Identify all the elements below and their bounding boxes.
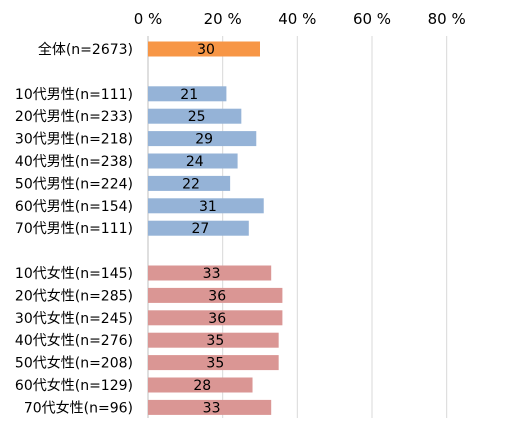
category-label: 60代女性(n=129) — [15, 377, 133, 394]
data-label: 25 — [188, 109, 206, 125]
category-label: 10代女性(n=145) — [15, 265, 133, 282]
x-tick-label: 0 % — [134, 10, 163, 28]
data-label: 35 — [206, 333, 224, 349]
bar-female — [148, 332, 279, 348]
bar-female — [148, 355, 279, 371]
bar-male — [148, 175, 231, 191]
bar-female — [148, 265, 272, 281]
bar-female — [148, 287, 283, 303]
bar-female — [148, 310, 283, 326]
category-label: 30代男性(n=218) — [15, 132, 133, 148]
data-label: 36 — [208, 311, 226, 327]
x-tick-label: 60 % — [353, 10, 391, 28]
data-label: 29 — [195, 132, 213, 148]
category-label: 50代女性(n=208) — [15, 355, 133, 372]
data-label: 35 — [206, 356, 224, 372]
data-label: 22 — [182, 176, 200, 192]
x-tick-label: 80 % — [428, 10, 466, 28]
data-label: 33 — [203, 400, 221, 416]
x-axis-ticks: 0 % 20 % 40 % 60 % 80 % — [134, 10, 466, 28]
data-label: 30 — [197, 42, 215, 58]
bar-female — [148, 399, 272, 415]
category-labels: 全体(n=2673) 10代男性(n=111) 20代男性(n=233) 30代男性(… — [15, 41, 133, 416]
category-label: 30代女性(n=245) — [15, 310, 133, 327]
bar-total — [148, 41, 260, 57]
data-label: 33 — [203, 266, 221, 282]
data-labels: 30 21 25 29 24 22 31 27 33 36 36 35 35 28 33 — [180, 42, 226, 416]
data-label: 28 — [193, 378, 211, 394]
data-label: 27 — [191, 221, 209, 237]
data-label: 31 — [199, 199, 217, 215]
category-label: 10代男性(n=111) — [15, 87, 133, 103]
category-label: 50代男性(n=224) — [15, 176, 133, 192]
bar-male — [148, 198, 264, 214]
bar-male — [148, 108, 242, 124]
category-label: 20代女性(n=285) — [15, 287, 133, 304]
data-label: 24 — [186, 154, 204, 170]
x-tick-label: 40 % — [278, 10, 316, 28]
category-label: 40代女性(n=276) — [15, 332, 133, 349]
bar-male — [148, 153, 238, 169]
bar-female — [148, 377, 253, 393]
category-label: 全体(n=2673) — [38, 41, 133, 58]
bar-male — [148, 86, 227, 102]
category-label: 70代男性(n=111) — [15, 221, 133, 237]
data-label: 21 — [180, 87, 198, 103]
bars — [148, 41, 283, 415]
category-label: 60代男性(n=154) — [15, 199, 133, 215]
bar-male — [148, 131, 257, 147]
x-tick-label: 20 % — [204, 10, 242, 28]
bar-male — [148, 220, 249, 236]
data-label: 36 — [208, 288, 226, 304]
category-label: 70代女性(n=96) — [24, 399, 133, 416]
category-label: 20代男性(n=233) — [15, 109, 133, 125]
category-label: 40代男性(n=238) — [15, 154, 133, 170]
